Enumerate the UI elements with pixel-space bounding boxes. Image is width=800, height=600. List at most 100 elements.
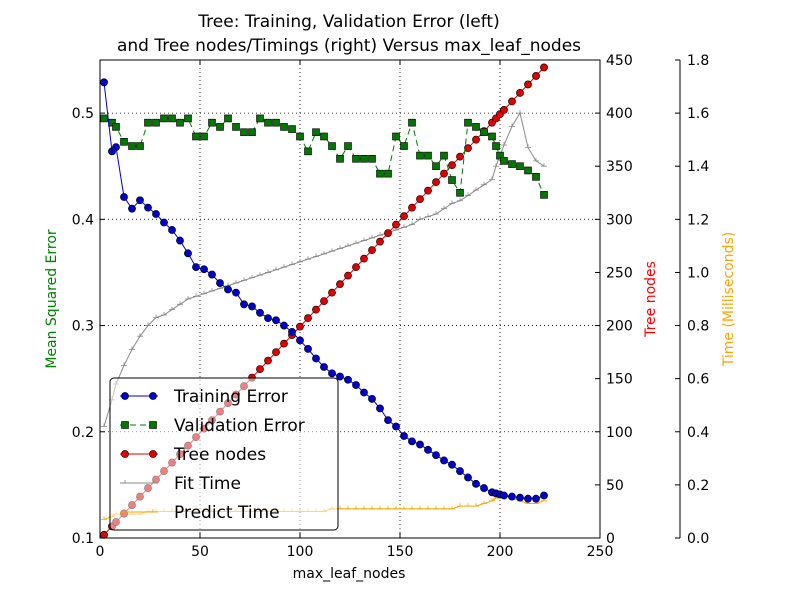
data-point-validation xyxy=(344,142,352,150)
data-point-tree xyxy=(500,106,508,114)
data-point-tree xyxy=(532,72,540,80)
y-right-time-tick-label: 1.2 xyxy=(687,212,709,228)
data-point-tree xyxy=(508,97,516,106)
data-point-validation xyxy=(200,132,208,141)
data-point-validation xyxy=(152,118,160,127)
data-point-validation xyxy=(208,118,216,127)
data-point-validation xyxy=(384,169,392,178)
x-tick-label: 100 xyxy=(287,544,314,560)
data-point-training xyxy=(472,479,480,488)
data-point-training xyxy=(376,404,384,413)
data-point-tree xyxy=(296,322,304,331)
data-point-predict xyxy=(433,505,439,510)
data-point-fit xyxy=(345,242,351,247)
data-point-fit xyxy=(257,272,263,276)
data-point-training xyxy=(264,314,272,323)
data-point-tree xyxy=(328,288,336,297)
y-right-tree-tick-label: 100 xyxy=(606,425,633,441)
data-point-tree xyxy=(320,297,328,306)
y-left-tick-label: 0.1 xyxy=(72,531,94,547)
data-point-fit xyxy=(145,322,151,326)
data-point-validation xyxy=(312,128,320,137)
y-right-time-tick-label: 1.6 xyxy=(687,106,709,122)
legend-marker-training xyxy=(149,392,157,400)
data-point-tree xyxy=(464,144,472,153)
data-point-fit xyxy=(289,261,295,265)
data-point-training xyxy=(480,484,488,492)
data-point-fit xyxy=(129,346,135,350)
data-point-predict xyxy=(409,505,415,510)
data-point-validation xyxy=(408,118,416,127)
y-axis-right-tree-nodes: 0 50 100 150 200 250 300 350 400 450 xyxy=(595,53,633,547)
data-point-validation xyxy=(184,114,192,123)
data-point-fit xyxy=(177,301,183,305)
x-tick-label: 250 xyxy=(587,544,614,560)
data-point-predict xyxy=(425,505,431,510)
data-point-training xyxy=(336,372,344,381)
data-point-validation xyxy=(496,151,504,160)
data-point-tree xyxy=(272,348,280,357)
data-point-tree xyxy=(376,237,384,246)
data-point-fit xyxy=(313,253,319,257)
y-axis-right-time: 0.0 0.2 0.4 0.6 0.8 1.0 1.2 1.4 1.6 1.8 xyxy=(675,53,709,547)
data-point-fit xyxy=(401,224,407,228)
data-point-fit xyxy=(137,333,143,337)
y-left-tick-label: 0.4 xyxy=(72,212,94,228)
y-right-tree-tick-label: 450 xyxy=(606,53,633,69)
data-point-tree xyxy=(304,314,312,323)
data-point-validation xyxy=(128,142,136,150)
data-point-validation xyxy=(424,151,432,160)
data-point-fit xyxy=(169,306,175,311)
data-point-fit xyxy=(369,234,375,239)
data-point-training xyxy=(360,388,368,397)
data-point-fit xyxy=(481,181,487,186)
data-point-training xyxy=(144,203,152,212)
data-point-fit xyxy=(433,211,439,215)
data-point-validation xyxy=(160,114,168,123)
data-point-tree xyxy=(344,271,352,280)
data-point-fit xyxy=(265,269,271,273)
data-point-validation xyxy=(232,123,240,131)
data-point-validation xyxy=(432,162,440,171)
data-point-fit xyxy=(193,293,199,297)
data-point-validation xyxy=(472,123,480,131)
data-point-validation xyxy=(480,128,488,137)
data-point-training xyxy=(408,437,416,446)
data-point-training xyxy=(304,345,312,353)
legend-item-predict: Predict Time xyxy=(120,503,280,523)
data-point-tree xyxy=(448,161,456,170)
data-point-fit xyxy=(525,144,531,149)
data-point-training xyxy=(416,440,424,449)
y-axis-right-tree-label: Tree nodes xyxy=(643,261,659,338)
data-point-validation xyxy=(440,151,448,160)
data-point-training xyxy=(440,456,448,465)
data-point-fit xyxy=(441,205,447,210)
data-point-training xyxy=(240,300,248,309)
y-right-time-tick-label: 0.0 xyxy=(687,531,709,547)
data-point-validation xyxy=(400,142,408,150)
y-left-tick-label: 0.2 xyxy=(72,425,94,441)
x-tick-label: 200 xyxy=(487,544,514,560)
y-right-tree-tick-label: 300 xyxy=(606,212,633,228)
plot-frame xyxy=(99,59,601,539)
legend-item-validation: Validation Error xyxy=(120,416,305,436)
data-point-tree xyxy=(312,305,320,314)
data-point-validation xyxy=(296,132,304,141)
x-axis: 0 50 100 150 200 250 xyxy=(96,60,614,560)
data-point-fit xyxy=(233,280,239,284)
legend-label-training: Training Error xyxy=(173,387,288,407)
data-point-training xyxy=(152,210,160,218)
data-point-fit xyxy=(121,362,127,366)
data-point-tree xyxy=(540,63,548,72)
data-point-training xyxy=(328,369,336,378)
data-point-validation xyxy=(264,118,272,127)
data-point-fit xyxy=(465,192,471,196)
data-point-training xyxy=(248,302,256,311)
data-point-tree xyxy=(524,80,532,89)
legend-marker-predict xyxy=(150,509,156,513)
data-point-training xyxy=(432,451,440,460)
data-point-tree xyxy=(264,356,272,365)
grid-lines xyxy=(100,60,600,538)
y-right-time-tick-label: 0.8 xyxy=(687,319,709,335)
